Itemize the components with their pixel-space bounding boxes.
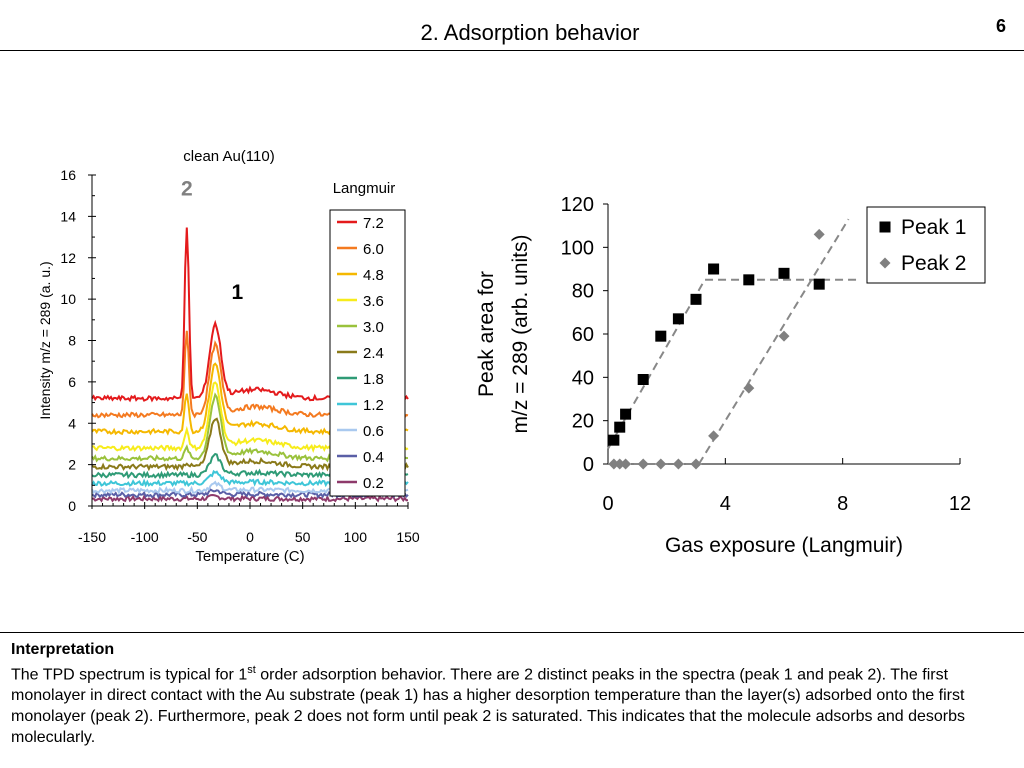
tpd-legend-entry: 1.8 [363, 371, 384, 388]
peak-1-point [672, 313, 684, 325]
tpd-title: clean Au(110) [183, 148, 274, 165]
tpd-legend-entry: 6.0 [363, 241, 384, 258]
area-y-tick-label: 100 [561, 237, 594, 259]
area-legend-entry: Peak 1 [901, 216, 966, 239]
tpd-legend-entry: 0.6 [363, 423, 384, 440]
tpd-peak-label-1: 1 [232, 281, 244, 304]
area-legend-box [866, 206, 986, 284]
area-y-tick-label: 60 [572, 324, 594, 346]
peak-2-point [778, 330, 790, 342]
tpd-y-tick-label: 2 [68, 457, 76, 473]
peak-1-point [637, 374, 649, 385]
area-y-tick-label: 80 [572, 281, 594, 303]
area-y-axis-label-line2: m/z = 289 (arb. units) [509, 235, 532, 434]
area-x-tick-label: 8 [837, 493, 848, 515]
tpd-y-tick-label: 14 [60, 208, 76, 224]
tpd-x-tick-label: 100 [344, 529, 368, 545]
area-legend-marker [879, 257, 891, 269]
peak-2-point [813, 228, 825, 240]
slide-title: 2. Adsorption behavior [420, 20, 640, 45]
fit-line-peak-1 [607, 278, 858, 450]
area-y-tick-label: 120 [561, 194, 594, 216]
area-y-tick-label: 40 [572, 367, 594, 389]
interpretation-text-part2: order adsorption behavior. There are 2 d… [11, 666, 965, 747]
tpd-legend-entry: 0.4 [363, 449, 384, 466]
tpd-legend-entry: 1.2 [363, 397, 384, 414]
peak-2-point [743, 382, 755, 394]
area-x-tick-label: 12 [949, 493, 971, 515]
peak-2-point [672, 458, 684, 470]
interpretation-text: The TPD spectrum is typical for 1st orde… [11, 660, 1016, 748]
peak-2-point [655, 458, 667, 470]
interpretation-heading: Interpretation [11, 641, 115, 658]
peak-2-point [608, 458, 620, 470]
tpd-x-tick-label: 0 [246, 529, 254, 545]
fit-line-peak-2 [608, 218, 850, 465]
tpd-y-tick-label: 10 [60, 291, 76, 307]
peak-1-point [620, 408, 632, 420]
tpd-y-tick-label: 0 [68, 498, 76, 514]
interpretation-text-part1: The TPD spectrum is typical for 1 [11, 666, 248, 684]
area-y-axis-label-line1: Peak area for [475, 271, 498, 397]
peak-2-point [690, 458, 702, 470]
tpd-legend-entry: 3.6 [363, 293, 384, 310]
header-divider [0, 50, 1024, 51]
interpretation-superscript: st [247, 664, 256, 676]
interpretation-block: Interpretation The TPD spectrum is typic… [11, 639, 1016, 748]
tpd-y-tick-label: 4 [68, 415, 76, 431]
tpd-legend-entry: 0.2 [363, 475, 384, 492]
peak-2-point [620, 458, 632, 470]
page-number: 6 [995, 16, 1006, 36]
interpretation-divider [0, 632, 1024, 633]
peak-1-point [743, 274, 755, 286]
tpd-peak-label-2: 2 [181, 178, 193, 201]
area-legend-marker [879, 221, 891, 233]
tpd-y-tick-label: 6 [68, 374, 76, 390]
area-x-tick-label: 4 [720, 493, 731, 515]
tpd-y-tick-label: 12 [60, 250, 76, 266]
peak-1-points [608, 263, 825, 446]
tpd-legend-entry: 4.8 [363, 267, 384, 284]
tpd-line-0.2 [91, 493, 409, 503]
peak-2-point [637, 458, 649, 470]
area-legend-entry: Peak 2 [901, 252, 966, 275]
peak-1-point [708, 263, 720, 275]
tpd-legend-title: Langmuir [333, 180, 396, 197]
tpd-x-axis-label: Temperature (C) [195, 548, 304, 565]
peak-1-point [778, 267, 790, 279]
peak-2-point [614, 458, 626, 470]
tpd-legend-entry: 7.2 [363, 215, 384, 232]
peak-1-point [690, 293, 702, 305]
peak-1-point [813, 278, 825, 290]
peak-area-chart: 0 20 40 60 80 100 120 0 4 8 12 Gas exposure (Langmu… [475, 194, 986, 557]
tpd-x-tick-label: -100 [131, 529, 159, 545]
tpd-x-tick-label: -150 [78, 529, 106, 545]
peak-2-point [708, 430, 720, 442]
tpd-x-tick-label: 150 [396, 529, 420, 545]
peak-1-point [614, 421, 626, 433]
area-x-axis-label: Gas exposure (Langmuir) [665, 534, 903, 557]
area-x-tick-label: 0 [602, 493, 613, 515]
peak-1-point [655, 330, 667, 342]
tpd-x-tick-label: 50 [295, 529, 311, 545]
peak-2-points [608, 228, 825, 470]
tpd-legend-entry: 3.0 [363, 319, 384, 336]
tpd-y-axis-label: Intensity m/z = 289 (a. u.) [37, 261, 53, 419]
tpd-legend-entry: 2.4 [363, 345, 384, 362]
tpd-y-tick-label: 8 [68, 333, 76, 349]
tpd-x-tick-label: -50 [187, 529, 207, 545]
peak-1-point [608, 434, 620, 446]
area-y-tick-label: 0 [583, 454, 594, 476]
tpd-y-tick-label: 16 [60, 167, 76, 183]
area-y-tick-label: 20 [572, 411, 594, 433]
